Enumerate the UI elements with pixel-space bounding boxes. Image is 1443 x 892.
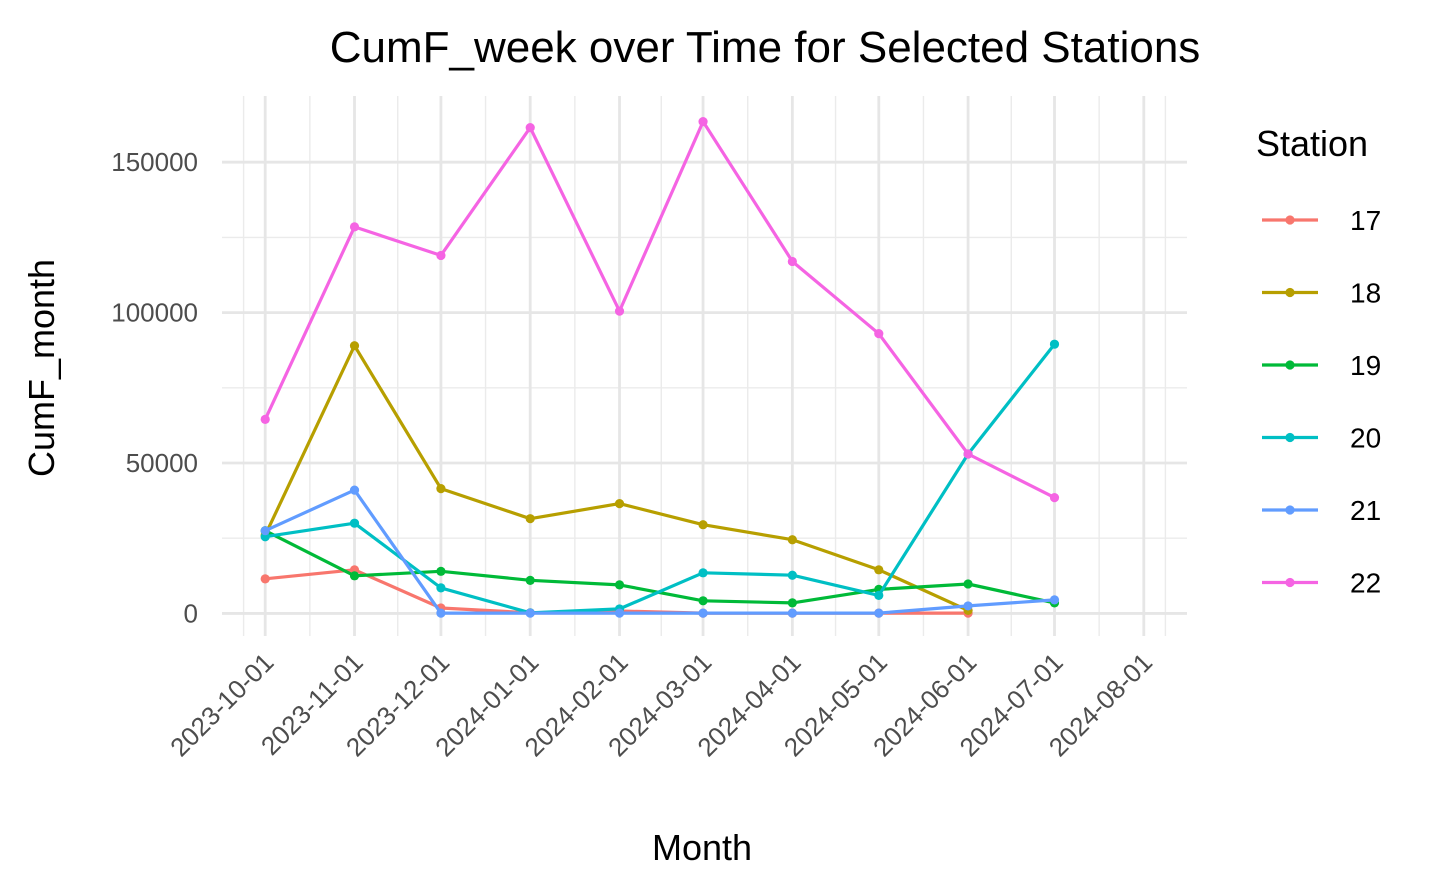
grid-minor-x bbox=[242, 96, 1167, 636]
data-point-22 bbox=[349, 222, 360, 232]
data-point-21 bbox=[614, 608, 625, 618]
data-point-22 bbox=[874, 329, 884, 339]
data-point-18 bbox=[874, 565, 884, 575]
data-point-22 bbox=[698, 116, 708, 127]
y-axis-title: CumF_month bbox=[21, 259, 62, 477]
data-point-21 bbox=[698, 608, 708, 618]
data-point-18 bbox=[525, 514, 535, 524]
data-point-20 bbox=[698, 568, 708, 578]
data-point-19 bbox=[436, 566, 446, 576]
data-point-20 bbox=[874, 590, 884, 600]
legend-key-point-20 bbox=[1285, 432, 1295, 443]
legend-items: 17 18 19 20 21 22 bbox=[1262, 205, 1381, 599]
legend-label-17: 17 bbox=[1350, 205, 1381, 236]
chart-title: CumF_week over Time for Selected Station… bbox=[330, 23, 1201, 72]
data-point-21 bbox=[349, 485, 360, 495]
data-point-22 bbox=[963, 449, 973, 459]
series-layer bbox=[260, 116, 1060, 618]
data-point-22 bbox=[436, 250, 446, 261]
data-point-22 bbox=[1049, 493, 1060, 503]
data-point-19 bbox=[614, 580, 625, 590]
legend-label-22: 22 bbox=[1350, 568, 1381, 599]
legend-label-21: 21 bbox=[1350, 495, 1381, 526]
data-point-19 bbox=[525, 575, 535, 585]
data-point-21 bbox=[525, 608, 535, 618]
grid-major-x bbox=[263, 96, 1146, 636]
legend-key-point-17 bbox=[1285, 215, 1295, 225]
series-line-19 bbox=[264, 529, 1055, 605]
data-point-18 bbox=[787, 535, 797, 545]
data-point-19 bbox=[963, 579, 973, 589]
data-point-21 bbox=[260, 526, 270, 536]
data-point-19 bbox=[349, 571, 360, 581]
legend-label-19: 19 bbox=[1350, 350, 1381, 381]
legend: Station 17 18 19 20 21 22 bbox=[1256, 123, 1381, 599]
series-line-21 bbox=[264, 488, 1055, 615]
data-point-21 bbox=[1049, 595, 1060, 605]
legend-title: Station bbox=[1256, 123, 1368, 164]
legend-label-18: 18 bbox=[1350, 278, 1381, 309]
series-line-20 bbox=[264, 343, 1056, 615]
y-tick-labels: 0 50000 100000 150000 bbox=[111, 147, 198, 628]
legend-key-point-21 bbox=[1285, 505, 1295, 515]
y-tick-label: 150000 bbox=[111, 147, 198, 177]
data-point-21 bbox=[436, 608, 446, 618]
data-point-21 bbox=[963, 601, 973, 611]
legend-key-point-18 bbox=[1285, 287, 1295, 298]
data-point-22 bbox=[787, 256, 797, 267]
data-point-22 bbox=[614, 306, 625, 316]
data-point-21 bbox=[874, 608, 884, 618]
legend-key-point-22 bbox=[1285, 577, 1295, 588]
data-point-21 bbox=[787, 608, 797, 618]
x-axis-title: Month bbox=[652, 827, 752, 868]
data-point-19 bbox=[787, 598, 797, 608]
data-point-20 bbox=[349, 518, 360, 528]
data-point-18 bbox=[349, 341, 360, 351]
data-point-20 bbox=[436, 583, 446, 593]
data-point-18 bbox=[436, 483, 446, 494]
data-point-19 bbox=[698, 596, 708, 606]
y-tick-label: 100000 bbox=[111, 298, 198, 328]
data-point-20 bbox=[787, 570, 797, 580]
legend-key-point-19 bbox=[1285, 360, 1295, 370]
data-point-17 bbox=[260, 574, 270, 584]
data-point-20 bbox=[1049, 339, 1060, 349]
y-tick-label: 0 bbox=[184, 598, 198, 628]
y-tick-label: 50000 bbox=[126, 448, 198, 478]
data-point-22 bbox=[260, 414, 270, 424]
series-line-22 bbox=[263, 119, 1056, 500]
data-point-18 bbox=[698, 520, 708, 530]
legend-label-20: 20 bbox=[1350, 423, 1381, 454]
data-point-22 bbox=[525, 122, 535, 133]
data-point-18 bbox=[614, 499, 625, 509]
